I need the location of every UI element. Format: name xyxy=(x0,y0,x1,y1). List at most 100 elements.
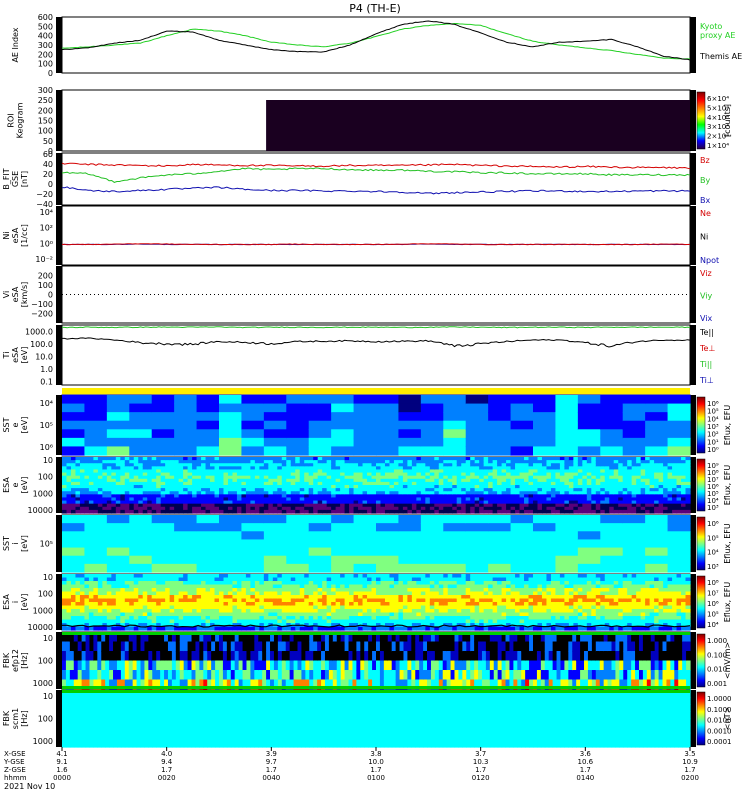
heatmap-cell xyxy=(582,510,587,514)
heatmap-cell xyxy=(107,581,112,585)
heatmap-cell xyxy=(479,510,484,514)
heatmap-cell xyxy=(134,592,139,596)
heatmap-cell xyxy=(206,609,211,613)
heatmap-cell xyxy=(71,592,76,596)
heatmap-cell xyxy=(206,613,211,617)
heatmap-cell xyxy=(564,574,569,578)
heatmap-cell xyxy=(116,510,121,514)
sst-i-colorbar-label: Eflux, EFU xyxy=(723,523,732,564)
heatmap-cell xyxy=(232,585,237,589)
heatmap-cell xyxy=(488,412,511,421)
heatmap-cell xyxy=(470,606,475,610)
heatmap-cell xyxy=(129,412,152,421)
heatmap-cell xyxy=(232,616,237,620)
heatmap-cell xyxy=(201,588,206,592)
heatmap-cell xyxy=(197,438,220,447)
heatmap-cell xyxy=(537,510,542,514)
velocity-ylabel-line: Vi xyxy=(2,291,11,299)
heatmap-cell xyxy=(120,510,125,514)
heatmap-cell xyxy=(71,599,76,603)
heatmap-cell xyxy=(264,412,287,421)
heatmap-cell xyxy=(569,588,574,592)
heatmap-cell xyxy=(367,613,372,617)
heatmap-cell xyxy=(197,574,202,578)
heatmap-cell xyxy=(398,556,421,565)
heatmap-cell xyxy=(641,510,646,514)
heatmap-cell xyxy=(286,515,309,524)
heatmap-cell xyxy=(555,620,560,624)
heatmap-cell xyxy=(277,609,282,613)
heatmap-cell xyxy=(488,609,493,613)
heatmap-cell xyxy=(201,592,206,596)
heatmap-cell xyxy=(147,613,152,617)
heatmap-cell xyxy=(129,395,152,404)
heatmap-cell xyxy=(327,574,332,578)
heatmap-cell xyxy=(578,581,583,585)
heatmap-cell xyxy=(241,531,264,540)
heatmap-cell xyxy=(488,574,493,578)
heatmap-cell xyxy=(237,510,242,514)
sst-i-ytick-label: 10⁵ xyxy=(40,540,53,549)
temperature-legend-item: Te⊥ xyxy=(699,344,715,353)
heatmap-cell xyxy=(358,592,363,596)
heatmap-cell xyxy=(546,609,551,613)
heatmap-cell xyxy=(582,609,587,613)
heatmap-cell xyxy=(152,627,157,631)
heatmap-cell xyxy=(506,578,511,582)
heatmap-cell xyxy=(259,599,264,603)
heatmap-cell xyxy=(470,581,475,585)
heatmap-cell xyxy=(300,510,305,514)
heatmap-cell xyxy=(215,627,220,631)
heatmap-cell xyxy=(219,395,242,404)
heatmap-cell xyxy=(174,592,179,596)
heatmap-cell xyxy=(421,616,426,620)
heatmap-cell xyxy=(197,627,202,631)
temperature-ytick-label: 0.1 xyxy=(40,377,53,386)
heatmap-cell xyxy=(197,548,220,557)
heatmap-cell xyxy=(179,595,184,599)
heatmap-cell xyxy=(363,599,368,603)
heatmap-cell xyxy=(533,595,538,599)
heatmap-cell xyxy=(376,564,399,573)
heatmap-cell xyxy=(174,438,197,447)
heatmap-cell xyxy=(241,602,246,606)
heatmap-cell xyxy=(668,548,691,557)
heatmap-cell xyxy=(183,620,188,624)
heatmap-cell xyxy=(555,395,578,404)
heatmap-cell xyxy=(578,429,601,438)
heatmap-cell xyxy=(555,602,560,606)
heatmap-cell xyxy=(120,595,125,599)
heatmap-cell xyxy=(102,613,107,617)
heatmap-cell xyxy=(416,609,421,613)
heatmap-cell xyxy=(232,510,237,514)
heatmap-cell xyxy=(416,616,421,620)
heatmap-cell xyxy=(174,585,179,589)
heatmap-cell xyxy=(93,616,98,620)
heatmap-cell xyxy=(277,578,282,582)
heatmap-cell xyxy=(273,595,278,599)
heatmap-cell xyxy=(542,620,547,624)
heatmap-cell xyxy=(255,595,260,599)
heatmap-cell xyxy=(215,588,220,592)
heatmap-cell xyxy=(75,599,80,603)
keogram-ytick-label: 300 xyxy=(38,86,53,95)
heatmap-cell xyxy=(111,616,116,620)
heatmap-cell xyxy=(511,548,534,557)
heatmap-cell xyxy=(152,609,157,613)
heatmap-cell xyxy=(98,620,103,624)
heatmap-cell xyxy=(264,556,287,565)
bfield-ylabel-line: GSE xyxy=(11,171,20,187)
bfield-left-tab xyxy=(56,153,62,205)
heatmap-cell xyxy=(250,581,255,585)
heatmap-cell xyxy=(286,578,291,582)
heatmap-cell xyxy=(452,599,457,603)
heatmap-cell xyxy=(165,616,170,620)
heatmap-cell xyxy=(282,595,287,599)
heatmap-cell xyxy=(529,585,534,589)
heatmap-cell xyxy=(282,616,287,620)
heatmap-cell xyxy=(138,606,143,610)
heatmap-cell xyxy=(219,510,224,514)
heatmap-cell xyxy=(524,588,529,592)
heatmap-cell xyxy=(286,595,291,599)
ae-ytick-label: 600 xyxy=(38,13,53,22)
